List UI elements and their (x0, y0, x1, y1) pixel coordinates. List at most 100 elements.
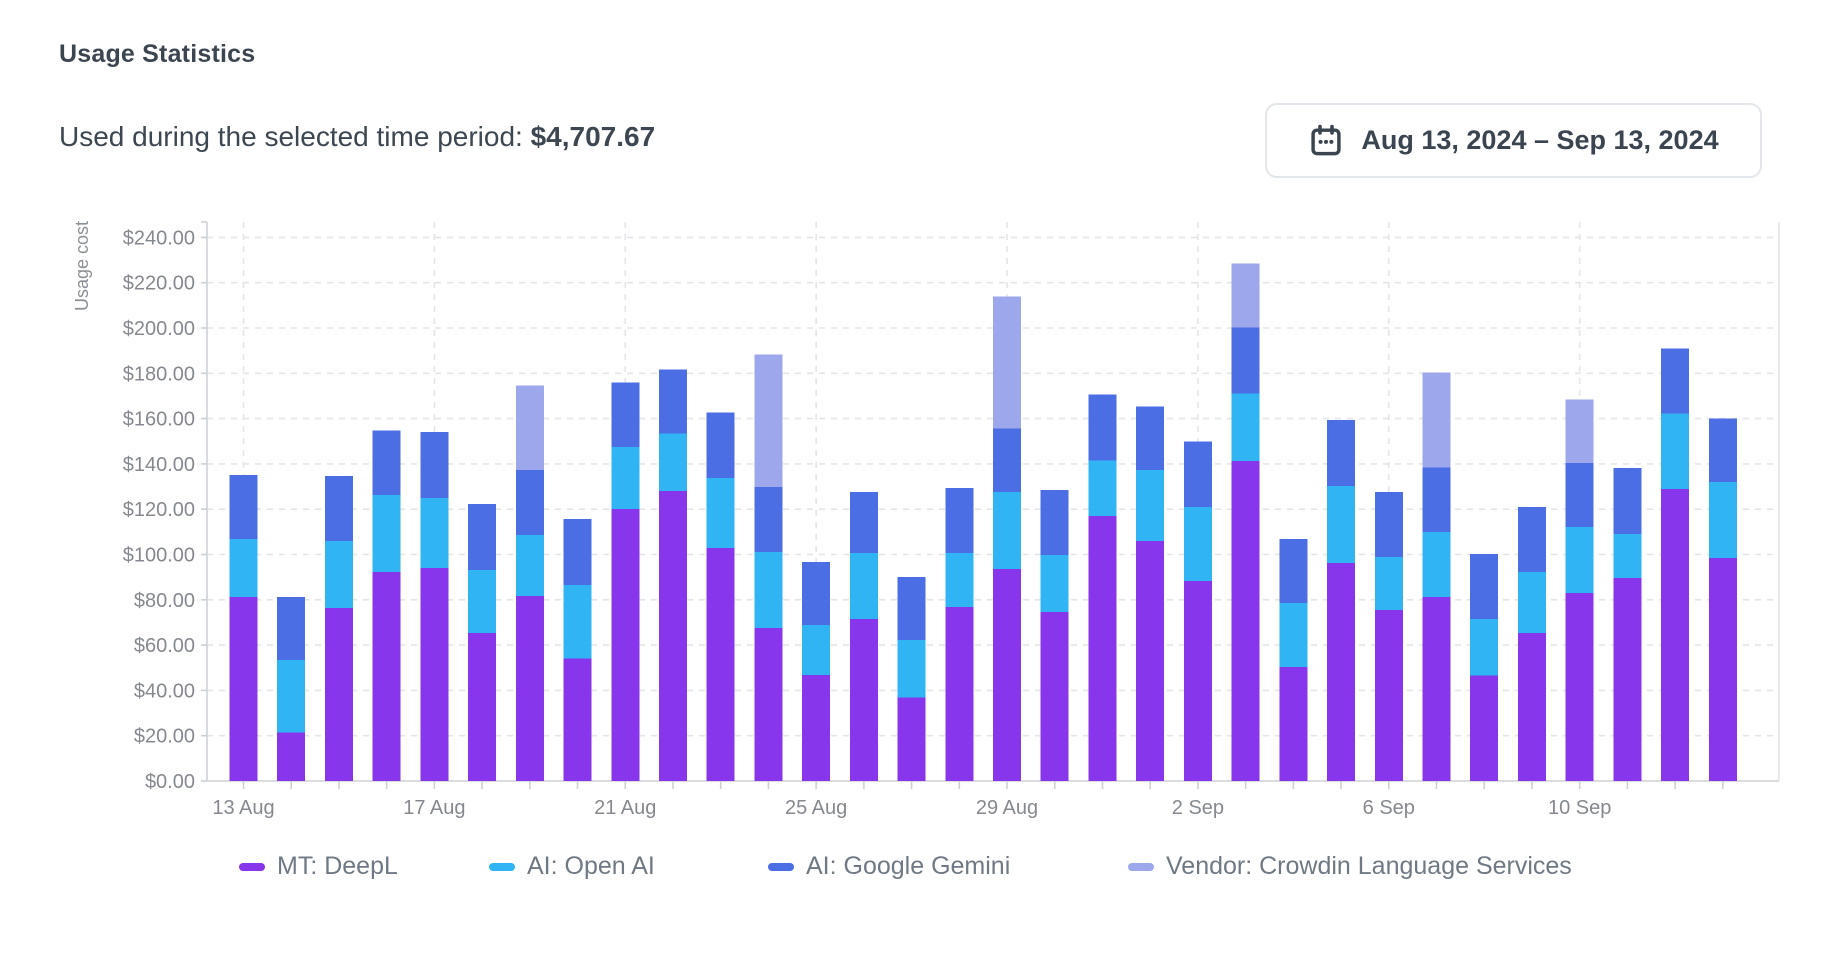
bar-segment-25aug-mt[interactable] (802, 674, 831, 781)
legend-item-3[interactable]: AI: Google Gemini (768, 852, 1010, 881)
bar-segment-19aug-ai[interactable] (515, 470, 544, 536)
bar-segment-29aug-mt[interactable] (993, 568, 1022, 781)
bar-segment-2sep-mt[interactable] (1183, 581, 1212, 781)
bar-segment-21aug-mt[interactable] (611, 509, 640, 781)
bar-segment-21aug-ai[interactable] (611, 447, 640, 510)
bar-segment-17aug-ai[interactable] (420, 432, 449, 499)
bar-segment-12sep-ai[interactable] (1661, 348, 1690, 414)
bar-segment-5sep-ai[interactable] (1327, 486, 1356, 563)
bar-segment-26aug-ai[interactable] (849, 492, 878, 553)
bar-segment-1sep-mt[interactable] (1136, 540, 1165, 781)
bar-segment-29aug-vendor[interactable] (993, 296, 1022, 429)
bar-segment-16aug-ai[interactable] (372, 430, 401, 496)
bar-segment-1sep-ai[interactable] (1136, 406, 1165, 471)
bar-segment-10sep-ai[interactable] (1565, 463, 1594, 528)
bar-segment-28aug-mt[interactable] (945, 606, 974, 781)
bar-segment-12sep-mt[interactable] (1661, 489, 1690, 781)
bar-segment-17aug-ai[interactable] (420, 498, 449, 569)
bar-segment-9sep-mt[interactable] (1517, 632, 1546, 781)
bar-segment-26aug-mt[interactable] (849, 618, 878, 781)
bar-segment-8sep-ai[interactable] (1470, 618, 1499, 676)
bar-segment-18aug-mt[interactable] (468, 632, 497, 781)
bar-segment-19aug-ai[interactable] (515, 535, 544, 596)
bar-segment-18aug-ai[interactable] (468, 504, 497, 570)
legend-item-2[interactable]: AI: Open AI (489, 852, 655, 881)
bar-segment-22aug-ai[interactable] (658, 433, 687, 492)
bar-segment-3sep-vendor[interactable] (1231, 263, 1260, 328)
bar-segment-31aug-ai[interactable] (1088, 460, 1117, 516)
bar-segment-30aug-ai[interactable] (1040, 490, 1069, 555)
bar-segment-15aug-ai[interactable] (324, 540, 353, 608)
bar-segment-24aug-vendor[interactable] (754, 354, 783, 488)
bar-segment-13sep-mt[interactable] (1708, 557, 1737, 781)
bar-segment-3sep-mt[interactable] (1231, 461, 1260, 781)
bar-segment-31aug-mt[interactable] (1088, 515, 1117, 781)
bar-segment-13aug-ai[interactable] (229, 539, 258, 597)
bar-segment-28aug-ai[interactable] (945, 552, 974, 607)
bar-segment-22aug-ai[interactable] (658, 369, 687, 434)
bar-segment-11sep-ai[interactable] (1613, 534, 1642, 579)
bar-segment-30aug-mt[interactable] (1040, 611, 1069, 781)
bar-segment-30aug-ai[interactable] (1040, 554, 1069, 612)
bar-segment-31aug-ai[interactable] (1088, 394, 1117, 461)
bar-segment-21aug-ai[interactable] (611, 382, 640, 448)
legend-item-1[interactable]: MT: DeepL (239, 852, 398, 881)
bar-segment-27aug-ai[interactable] (897, 639, 926, 698)
bar-segment-13aug-ai[interactable] (229, 475, 258, 540)
bar-segment-9sep-ai[interactable] (1517, 571, 1546, 633)
bar-segment-3sep-ai[interactable] (1231, 327, 1260, 394)
bar-segment-10sep-vendor[interactable] (1565, 399, 1594, 464)
bar-segment-7sep-ai[interactable] (1422, 532, 1451, 597)
bar-segment-13sep-ai[interactable] (1708, 482, 1737, 558)
bar-segment-13aug-mt[interactable] (229, 596, 258, 781)
bar-segment-6sep-mt[interactable] (1374, 609, 1403, 781)
bar-segment-23aug-ai[interactable] (706, 478, 735, 548)
bar-segment-4sep-ai[interactable] (1279, 602, 1308, 667)
bar-segment-25aug-ai[interactable] (802, 624, 831, 675)
bar-segment-24aug-ai[interactable] (754, 487, 783, 553)
bar-segment-23aug-mt[interactable] (706, 547, 735, 781)
bar-segment-20aug-mt[interactable] (563, 658, 592, 781)
bar-segment-11sep-mt[interactable] (1613, 578, 1642, 781)
bar-segment-18aug-ai[interactable] (468, 569, 497, 633)
bar-segment-11sep-ai[interactable] (1613, 468, 1642, 535)
bar-segment-2sep-ai[interactable] (1183, 507, 1212, 582)
bar-segment-16aug-ai[interactable] (372, 495, 401, 572)
bar-segment-6sep-ai[interactable] (1374, 556, 1403, 610)
bar-segment-24aug-mt[interactable] (754, 627, 783, 781)
bar-segment-3sep-ai[interactable] (1231, 393, 1260, 462)
bar-segment-10sep-ai[interactable] (1565, 527, 1594, 594)
bar-segment-26aug-ai[interactable] (849, 552, 878, 619)
bar-segment-14aug-ai[interactable] (277, 596, 306, 660)
bar-segment-22aug-mt[interactable] (658, 491, 687, 781)
bar-segment-4sep-mt[interactable] (1279, 666, 1308, 781)
date-range-picker[interactable]: Aug 13, 2024 – Sep 13, 2024 (1265, 103, 1762, 178)
bar-segment-8sep-mt[interactable] (1470, 675, 1499, 781)
bar-segment-19aug-mt[interactable] (515, 595, 544, 781)
bar-segment-15aug-mt[interactable] (324, 607, 353, 781)
bar-segment-7sep-ai[interactable] (1422, 467, 1451, 533)
bar-segment-13sep-ai[interactable] (1708, 418, 1737, 483)
bar-segment-14aug-ai[interactable] (277, 659, 306, 733)
bar-segment-5sep-ai[interactable] (1327, 420, 1356, 487)
bar-segment-7sep-vendor[interactable] (1422, 372, 1451, 468)
bar-segment-29aug-ai[interactable] (993, 428, 1022, 493)
bar-segment-6sep-ai[interactable] (1374, 492, 1403, 557)
bar-segment-20aug-ai[interactable] (563, 584, 592, 659)
bar-segment-17aug-mt[interactable] (420, 568, 449, 781)
bar-segment-12sep-ai[interactable] (1661, 413, 1690, 490)
bar-segment-29aug-ai[interactable] (993, 492, 1022, 569)
bar-segment-8sep-ai[interactable] (1470, 554, 1499, 619)
bar-segment-7sep-mt[interactable] (1422, 596, 1451, 781)
bar-segment-5sep-mt[interactable] (1327, 562, 1356, 781)
bar-segment-23aug-ai[interactable] (706, 412, 735, 479)
bar-segment-27aug-mt[interactable] (897, 697, 926, 781)
bar-segment-24aug-ai[interactable] (754, 552, 783, 628)
legend-item-4[interactable]: Vendor: Crowdin Language Services (1128, 852, 1572, 881)
bar-segment-10sep-mt[interactable] (1565, 593, 1594, 781)
bar-segment-15aug-ai[interactable] (324, 476, 353, 541)
bar-segment-28aug-ai[interactable] (945, 488, 974, 553)
bar-segment-4sep-ai[interactable] (1279, 539, 1308, 603)
bar-segment-16aug-mt[interactable] (372, 571, 401, 781)
bar-segment-27aug-ai[interactable] (897, 576, 926, 640)
